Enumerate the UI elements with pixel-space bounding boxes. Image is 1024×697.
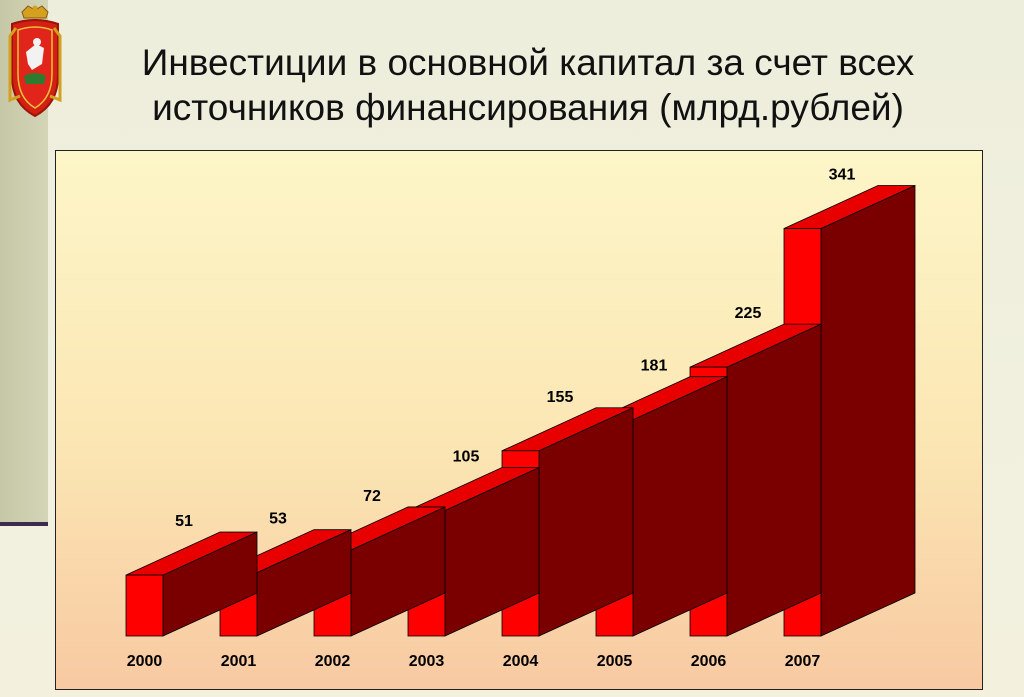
x-tick-label: 2001 (221, 653, 257, 670)
data-label: 155 (547, 389, 574, 406)
x-tick-label: 2007 (785, 653, 821, 670)
bar-front-face (125, 574, 164, 637)
decor-divider (0, 522, 48, 526)
x-tick-label: 2003 (409, 653, 445, 670)
x-tick-label: 2004 (503, 653, 539, 670)
coat-of-arms-icon (8, 5, 62, 118)
data-label: 105 (453, 449, 480, 466)
page-title: Инвестиции в основной капитал за счет вс… (141, 42, 915, 128)
bar-side-face (726, 323, 822, 637)
bar-2000 (125, 531, 258, 637)
data-label: 225 (735, 305, 762, 322)
data-label: 51 (175, 513, 193, 530)
bar-side-face (820, 184, 916, 637)
data-label: 341 (829, 167, 856, 184)
x-tick-label: 2000 (127, 653, 163, 670)
x-tick-label: 2006 (691, 653, 727, 670)
x-tick-label: 2005 (597, 653, 633, 670)
data-label: 72 (363, 488, 381, 505)
bar-side-face (632, 376, 728, 637)
x-tick-label: 2002 (315, 653, 351, 670)
data-label: 181 (641, 358, 668, 375)
data-label: 53 (269, 511, 287, 528)
